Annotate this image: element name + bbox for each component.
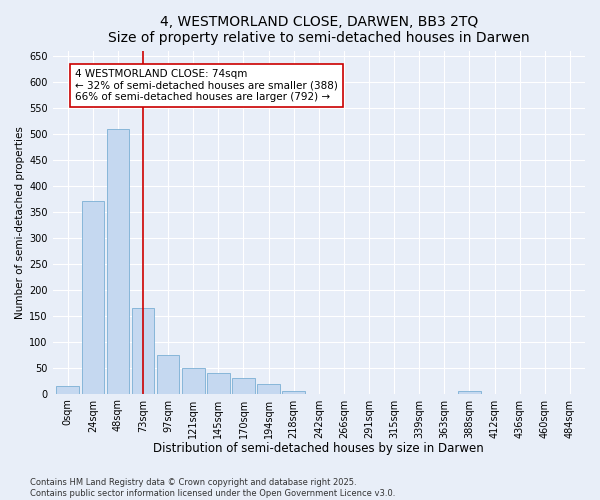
Bar: [257, 384, 280, 394]
Bar: [182, 368, 205, 394]
Bar: [132, 308, 154, 394]
X-axis label: Distribution of semi-detached houses by size in Darwen: Distribution of semi-detached houses by …: [154, 442, 484, 455]
Text: 4 WESTMORLAND CLOSE: 74sqm
← 32% of semi-detached houses are smaller (388)
66% o: 4 WESTMORLAND CLOSE: 74sqm ← 32% of semi…: [75, 68, 338, 102]
Title: 4, WESTMORLAND CLOSE, DARWEN, BB3 2TQ
Size of property relative to semi-detached: 4, WESTMORLAND CLOSE, DARWEN, BB3 2TQ Si…: [108, 15, 530, 45]
Bar: [207, 373, 230, 394]
Bar: [82, 202, 104, 394]
Bar: [107, 128, 129, 394]
Bar: [458, 391, 481, 394]
Bar: [232, 378, 255, 394]
Text: Contains HM Land Registry data © Crown copyright and database right 2025.
Contai: Contains HM Land Registry data © Crown c…: [30, 478, 395, 498]
Bar: [56, 386, 79, 394]
Bar: [283, 391, 305, 394]
Y-axis label: Number of semi-detached properties: Number of semi-detached properties: [15, 126, 25, 318]
Bar: [157, 354, 179, 394]
